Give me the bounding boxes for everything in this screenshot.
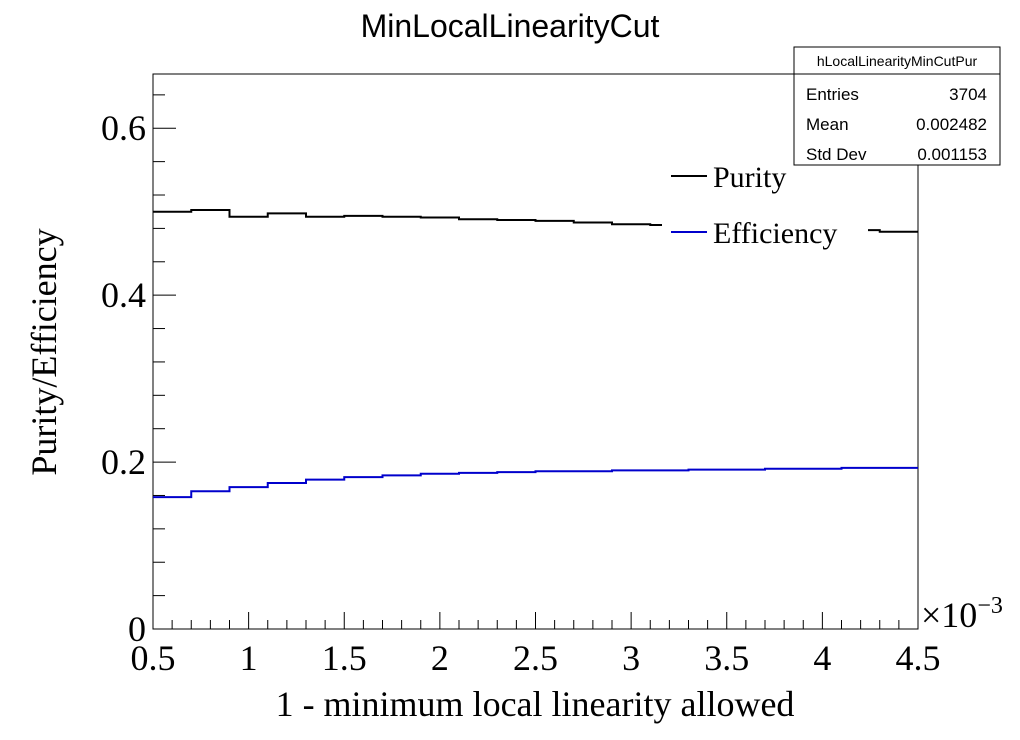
x-axis-multiplier-base: ×10 — [921, 595, 977, 635]
y-axis-title: Purity/Efficiency — [24, 228, 64, 475]
stats-label-stddev: Std Dev — [806, 145, 867, 164]
x-axis-title: 1 - minimum local linearity allowed — [276, 684, 795, 724]
x-axis-multiplier: ×10−3 — [921, 593, 1003, 635]
x-tick-label: 2 — [431, 638, 449, 678]
x-axis-multiplier-exp: −3 — [977, 593, 1003, 619]
stats-value-stddev: 0.001153 — [917, 145, 987, 164]
stats-label-mean: Mean — [806, 115, 849, 134]
stats-value-mean: 0.002482 — [916, 115, 987, 134]
stats-value-entries: 3704 — [949, 85, 987, 104]
y-tick-label: 0.2 — [101, 442, 146, 482]
x-tick-label: 2.5 — [513, 638, 558, 678]
x-tick-label: 0.5 — [131, 638, 176, 678]
legend-label-purity: Purity — [713, 161, 786, 194]
y-tick-label: 0.4 — [101, 275, 146, 315]
chart-title: MinLocalLinearityCut — [361, 8, 660, 44]
stats-label-entries: Entries — [806, 85, 859, 104]
x-tick-label: 4.5 — [896, 638, 941, 678]
stats-box-title: hLocalLinearityMinCutPur — [817, 53, 978, 69]
legend: Purity Efficiency — [662, 150, 868, 260]
x-tick-label: 1 — [240, 638, 258, 678]
x-tick-label: 4 — [813, 638, 831, 678]
series-line-efficiency — [153, 466, 918, 499]
stats-box: hLocalLinearityMinCutPur Entries 3704 Me… — [793, 46, 1001, 166]
legend-background — [662, 150, 868, 260]
y-tick-label: 0 — [128, 609, 146, 649]
y-axis-ticks: 0 0.2 0.4 0.6 — [101, 94, 176, 649]
legend-label-efficiency: Efficiency — [713, 217, 837, 250]
x-tick-label: 1.5 — [322, 638, 367, 678]
y-tick-label: 0.6 — [101, 108, 146, 148]
x-tick-label: 3 — [622, 638, 640, 678]
stats-box-frame — [793, 46, 1001, 166]
x-tick-label: 3.5 — [704, 638, 749, 678]
x-axis-ticks: 0.5 1 1.5 2 2.5 3 3.5 4 4.5 — [131, 612, 941, 678]
